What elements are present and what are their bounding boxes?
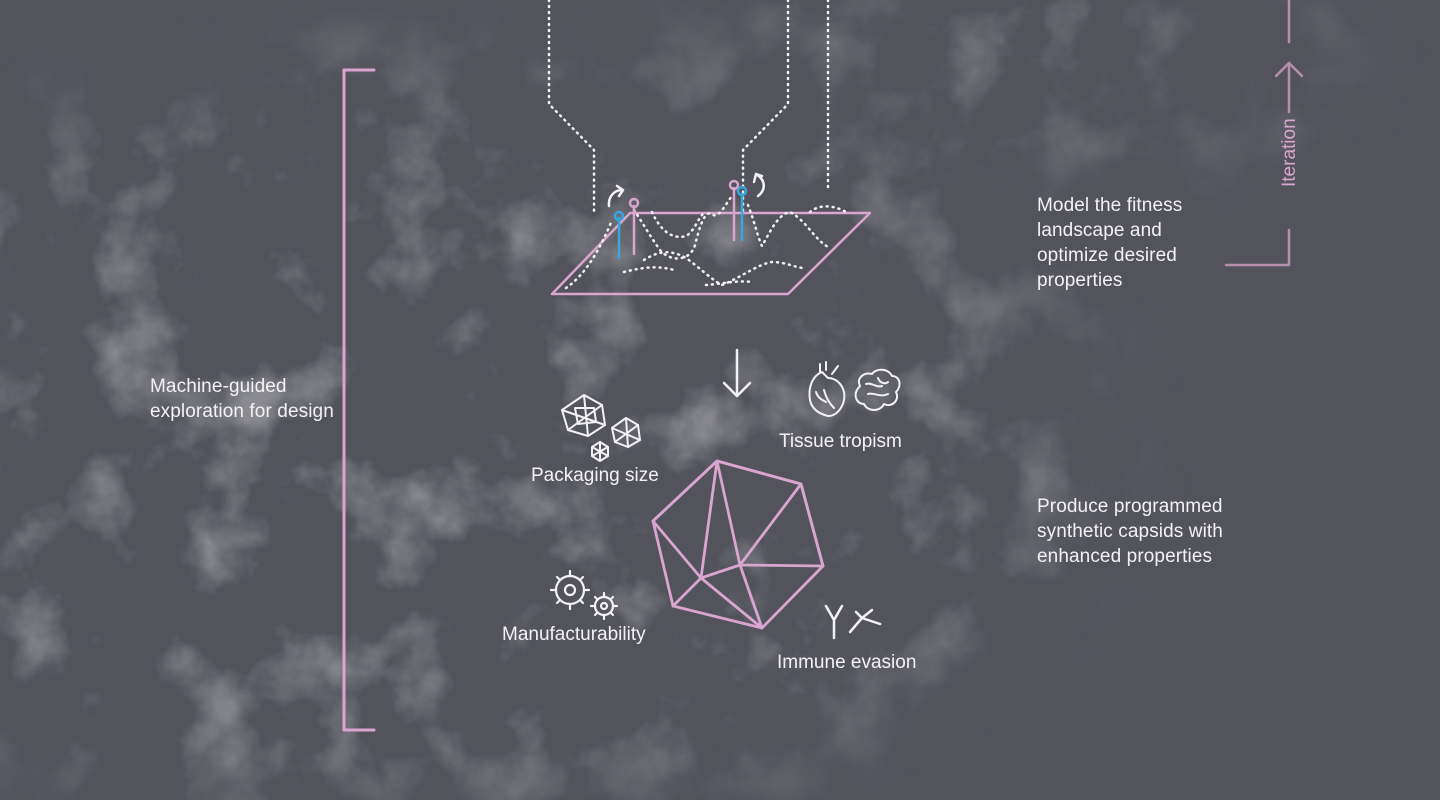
left-caption: Machine-guided exploration for design [150, 376, 334, 422]
probe-right [728, 172, 765, 242]
left-bracket [342, 68, 376, 732]
capsid-icosahedron-icon [651, 459, 825, 630]
icosahedron-cluster-icon [561, 394, 641, 462]
brain-icon [854, 368, 901, 411]
heart-icon [808, 361, 846, 417]
packaging-size-label: Packaging size [531, 465, 659, 486]
iteration-arrow-icon [1274, 61, 1304, 78]
antibody-icon [824, 604, 882, 640]
probe-left [607, 184, 640, 260]
gears-icon [549, 569, 619, 621]
iteration-label: Iteration [1278, 118, 1302, 187]
immune-evasion-label: Immune evasion [777, 652, 917, 673]
rotate-arrow-icon [607, 184, 625, 208]
fitness-landscape [550, 172, 872, 296]
top-right-caption: Model the fitness landscape and optimize… [1037, 195, 1183, 291]
tissue-tropism-label: Tissue tropism [779, 431, 902, 452]
heart-brain-icon [808, 361, 901, 417]
funnel-dotted-outline [547, 0, 830, 214]
landscape-plane [550, 211, 872, 296]
down-arrow-icon [722, 348, 752, 398]
bottom-right-caption: Produce programmed synthetic capsids wit… [1037, 496, 1223, 567]
manufacturability-label: Manufacturability [502, 624, 646, 645]
iteration-loop [1224, 0, 1304, 267]
rotate-arrow-icon [752, 172, 765, 198]
